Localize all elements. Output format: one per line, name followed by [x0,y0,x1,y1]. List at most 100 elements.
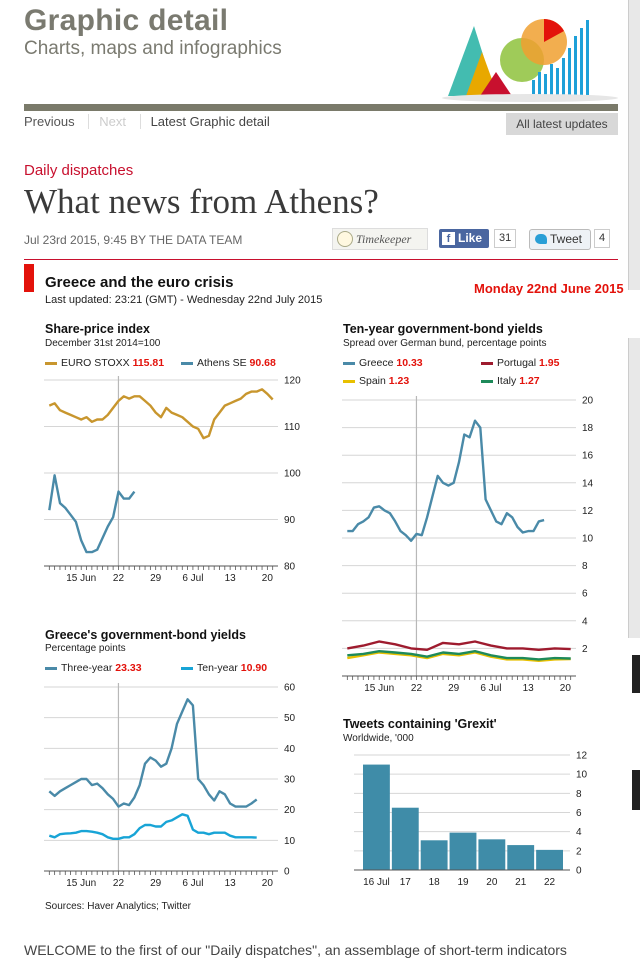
y-tick-label: 90 [284,515,296,526]
like-count: 31 [494,229,517,248]
chart2-subtitle: Spread over German bund, percentage poin… [343,338,547,349]
article-divider [24,259,618,260]
right-side-panel[interactable] [628,338,640,638]
twitter-bird-icon [535,234,547,244]
x-tick-label: 20 [262,573,274,584]
graphic-updated: Last updated: 23:21 (GMT) - Wednesday 22… [45,294,323,306]
x-tick-label: 22 [411,683,423,694]
series-line-ten-year [48,813,257,840]
x-tick-label: 22 [113,878,125,889]
clock-icon [337,231,353,247]
all-latest-updates-button[interactable]: All latest updates [506,113,618,135]
graphic-detail-logo[interactable] [440,8,618,104]
chart1-title: Share-price index [45,322,150,336]
y-tick-label: 10 [576,770,588,781]
plot-area [44,376,278,566]
legend-portugal: Portugal 1.95 [481,357,559,369]
chart4-title: Tweets containing 'Grexit' [343,717,497,731]
chart4-subtitle: Worldwide, '000 [343,733,414,744]
plot-area [44,683,278,871]
y-tick-label: 18 [582,423,594,434]
legend-greece: Greece 10.33 [343,357,423,369]
facebook-like-button[interactable]: f Like [439,229,489,248]
right-scroll-panel[interactable] [628,0,640,290]
right-side-tab[interactable] [632,655,640,693]
timekeeper-button[interactable]: Timekeeper [332,228,428,250]
y-tick-label: 4 [582,616,588,627]
y-tick-label: 120 [284,376,301,387]
legend-athens-se: Athens SE 90.68 [181,357,276,369]
y-tick-label: 6 [582,589,588,600]
x-tick-label: 20 [560,683,572,694]
header-rule [24,104,618,111]
y-tick-label: 100 [284,469,301,480]
legend-spain: Spain 1.23 [343,375,409,387]
x-tick-label: 29 [150,573,162,584]
selected-date: Monday 22nd June 2015 [474,281,624,296]
y-tick-label: 10 [582,534,594,545]
x-tick-label: 13 [225,878,237,889]
y-tick-label: 4 [576,827,582,838]
like-label: Like [458,231,483,245]
legend-three-year: Three-year 23.33 [45,662,142,674]
right-side-tab-2[interactable] [632,770,640,810]
x-tick-label: 22 [113,573,125,584]
x-tick-label: 15 Jun [66,573,96,584]
legend-ten-year: Ten-year 10.90 [181,662,267,674]
timekeeper-label: Timekeeper [356,232,412,246]
x-tick-label: 29 [448,683,460,694]
chart1-subtitle: December 31st 2014=100 [45,338,161,349]
x-tick-label: 21 [515,877,527,888]
y-tick-label: 8 [576,789,582,800]
x-tick-label: 22 [544,877,556,888]
chart3-subtitle: Percentage points [45,643,126,654]
y-tick-label: 40 [284,744,296,755]
latest-graphic-link[interactable]: Latest Graphic detail [139,114,270,129]
x-tick-label: 13 [523,683,535,694]
y-tick-label: 6 [576,808,582,819]
y-tick-label: 10 [284,836,296,847]
ten-year-yields-chart: 2 4 6 8 10 12 14 16 18 20 15 Jun 22 29 6 Jul 13 20 [342,396,594,694]
previous-link[interactable]: Previous [24,114,75,129]
y-tick-label: 12 [576,751,588,762]
y-tick-label: 50 [284,713,296,724]
series-line-spain [347,651,571,662]
y-tick-label: 16 [582,451,594,462]
y-tick-label: 110 [284,422,300,433]
y-tick-label: 0 [576,866,582,877]
x-tick-label: 13 [225,573,237,584]
graphic-sources: Sources: Haver Analytics; Twitter [45,901,191,912]
article-rubric[interactable]: Daily dispatches [24,162,134,179]
chart2-title: Ten-year government-bond yields [343,322,543,336]
series-line-italy [347,650,571,661]
article-nav: Previous Next Latest Graphic detail [24,114,270,129]
y-tick-label: 30 [284,775,296,786]
y-tick-label: 2 [582,644,588,655]
bar [507,845,535,870]
x-tick-label: 6 Jul [182,573,203,584]
x-tick-label: 29 [150,878,162,889]
article-byline: Jul 23rd 2015, 9:45 BY THE DATA TEAM [24,233,243,247]
tweets-grexit-chart: 0 2 4 6 8 10 12 16 Jul 17 18 19 20 21 22 [354,751,588,888]
tweet-button[interactable]: Tweet [529,229,591,250]
legend-euro-stoxx: EURO STOXX 115.81 [45,357,164,369]
greece-yields-chart: 0 10 20 30 40 50 60 15 Jun 22 29 6 Jul 13 20 [44,683,296,889]
tweet-label: Tweet [550,232,583,246]
chart3-title: Greece's government-bond yields [45,628,246,642]
bar [478,839,506,870]
y-tick-label: 80 [284,562,296,573]
x-tick-label: 15 Jun [66,878,96,889]
x-tick-label: 18 [429,877,441,888]
series-line-athens-se [48,474,136,554]
x-tick-label: 17 [400,877,412,888]
section-title[interactable]: Graphic detail [24,4,229,37]
tweet-count: 4 [594,229,611,248]
bar [420,840,448,870]
series-line-greece [347,419,545,542]
bar [363,764,390,870]
x-tick-label: 16 Jul [363,877,390,888]
bar [536,849,563,870]
y-tick-label: 20 [284,805,296,816]
y-tick-label: 60 [284,683,296,694]
series-line-euro-stoxx [48,388,274,440]
